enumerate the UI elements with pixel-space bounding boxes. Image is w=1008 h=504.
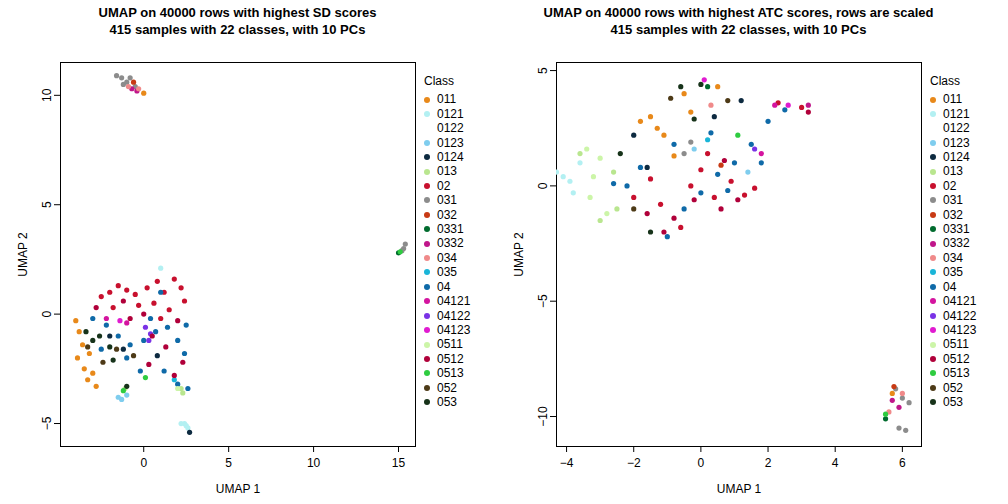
html-text:04: 04 xyxy=(437,279,451,294)
html-text:035: 035 xyxy=(437,265,457,280)
svg-text:5: 5 xyxy=(40,201,54,208)
html-text:0122: 0122 xyxy=(437,121,464,136)
svg-text:UMAP 1: UMAP 1 xyxy=(717,482,762,496)
svg-text:−2: −2 xyxy=(627,456,641,470)
html-text:UMAP on 40000 rows with highes: UMAP on 40000 rows with highest ATC scor… xyxy=(543,5,934,20)
html-text:032: 032 xyxy=(437,207,457,222)
html-text:Class: Class xyxy=(930,74,960,88)
html-text:415 samples with 22 classes, w: 415 samples with 22 classes, with 10 PCs xyxy=(610,22,867,37)
html-text:04123: 04123 xyxy=(943,322,977,337)
html-text:053: 053 xyxy=(437,394,457,409)
svg-text:2: 2 xyxy=(765,456,772,470)
html-text:034: 034 xyxy=(943,250,963,265)
svg-text:4: 4 xyxy=(832,456,839,470)
html-text:0331: 0331 xyxy=(943,222,970,237)
html-text:0332: 0332 xyxy=(437,236,464,251)
svg-text:6: 6 xyxy=(899,456,906,470)
html-text:011: 011 xyxy=(437,92,457,107)
html-text:032: 032 xyxy=(943,207,963,222)
html-text:013: 013 xyxy=(943,164,963,179)
html-text:013: 013 xyxy=(437,164,457,179)
html-text:02: 02 xyxy=(943,178,957,193)
html-text:04122: 04122 xyxy=(437,308,471,323)
svg-text:5: 5 xyxy=(225,456,232,470)
html-text:031: 031 xyxy=(943,193,963,208)
html-text:02: 02 xyxy=(437,178,451,193)
svg-text:15: 15 xyxy=(392,456,406,470)
html-text:035: 035 xyxy=(943,265,963,280)
html-text:0123: 0123 xyxy=(437,135,464,150)
html-text:0513: 0513 xyxy=(943,366,970,381)
html-text:0123: 0123 xyxy=(943,135,970,150)
html-text:052: 052 xyxy=(437,380,457,395)
html-text:0124: 0124 xyxy=(437,150,464,164)
svg-text:UMAP 2: UMAP 2 xyxy=(512,232,526,277)
svg-text:−5: −5 xyxy=(536,294,550,308)
html-text:04: 04 xyxy=(943,279,957,294)
html-text:0513: 0513 xyxy=(437,366,464,381)
html-text:0331: 0331 xyxy=(437,222,464,237)
html-text:04121: 04121 xyxy=(943,294,977,309)
html-text:011: 011 xyxy=(943,92,963,107)
svg-text:10: 10 xyxy=(40,88,54,102)
html-text:0511: 0511 xyxy=(437,337,463,352)
html-text:0122: 0122 xyxy=(943,121,970,136)
html-text:Class: Class xyxy=(424,74,454,88)
html-text:0511: 0511 xyxy=(943,337,969,352)
svg-text:UMAP 1: UMAP 1 xyxy=(216,482,261,496)
html-text:415 samples with 22 classes, w: 415 samples with 22 classes, with 10 PCs xyxy=(109,22,366,37)
svg-text:−5: −5 xyxy=(40,416,54,430)
html-text:0121: 0121 xyxy=(943,106,970,121)
html-text:04123: 04123 xyxy=(437,322,471,337)
svg-text:10: 10 xyxy=(307,456,321,470)
html-text:053: 053 xyxy=(943,394,963,409)
svg-text:0: 0 xyxy=(698,456,705,470)
html-text:0512: 0512 xyxy=(437,351,464,366)
html-text:031: 031 xyxy=(437,193,457,208)
svg-text:0: 0 xyxy=(140,456,147,470)
svg-text:0: 0 xyxy=(40,310,54,317)
svg-text:UMAP 2: UMAP 2 xyxy=(16,232,30,277)
svg-text:0: 0 xyxy=(536,182,550,189)
svg-text:−10: −10 xyxy=(536,406,550,427)
html-text:04121: 04121 xyxy=(437,294,471,309)
html-text:0124: 0124 xyxy=(943,150,970,164)
html-text:UMAP on 40000 rows with highes: UMAP on 40000 rows with highest SD score… xyxy=(98,5,377,20)
svg-text:5: 5 xyxy=(536,67,550,74)
html-text:034: 034 xyxy=(437,250,457,265)
svg-text:−4: −4 xyxy=(560,456,574,470)
html-text:0332: 0332 xyxy=(943,236,970,251)
html-text:0121: 0121 xyxy=(437,106,464,121)
html-text:052: 052 xyxy=(943,380,963,395)
html-text:0512: 0512 xyxy=(943,351,970,366)
html-text:04122: 04122 xyxy=(943,308,977,323)
